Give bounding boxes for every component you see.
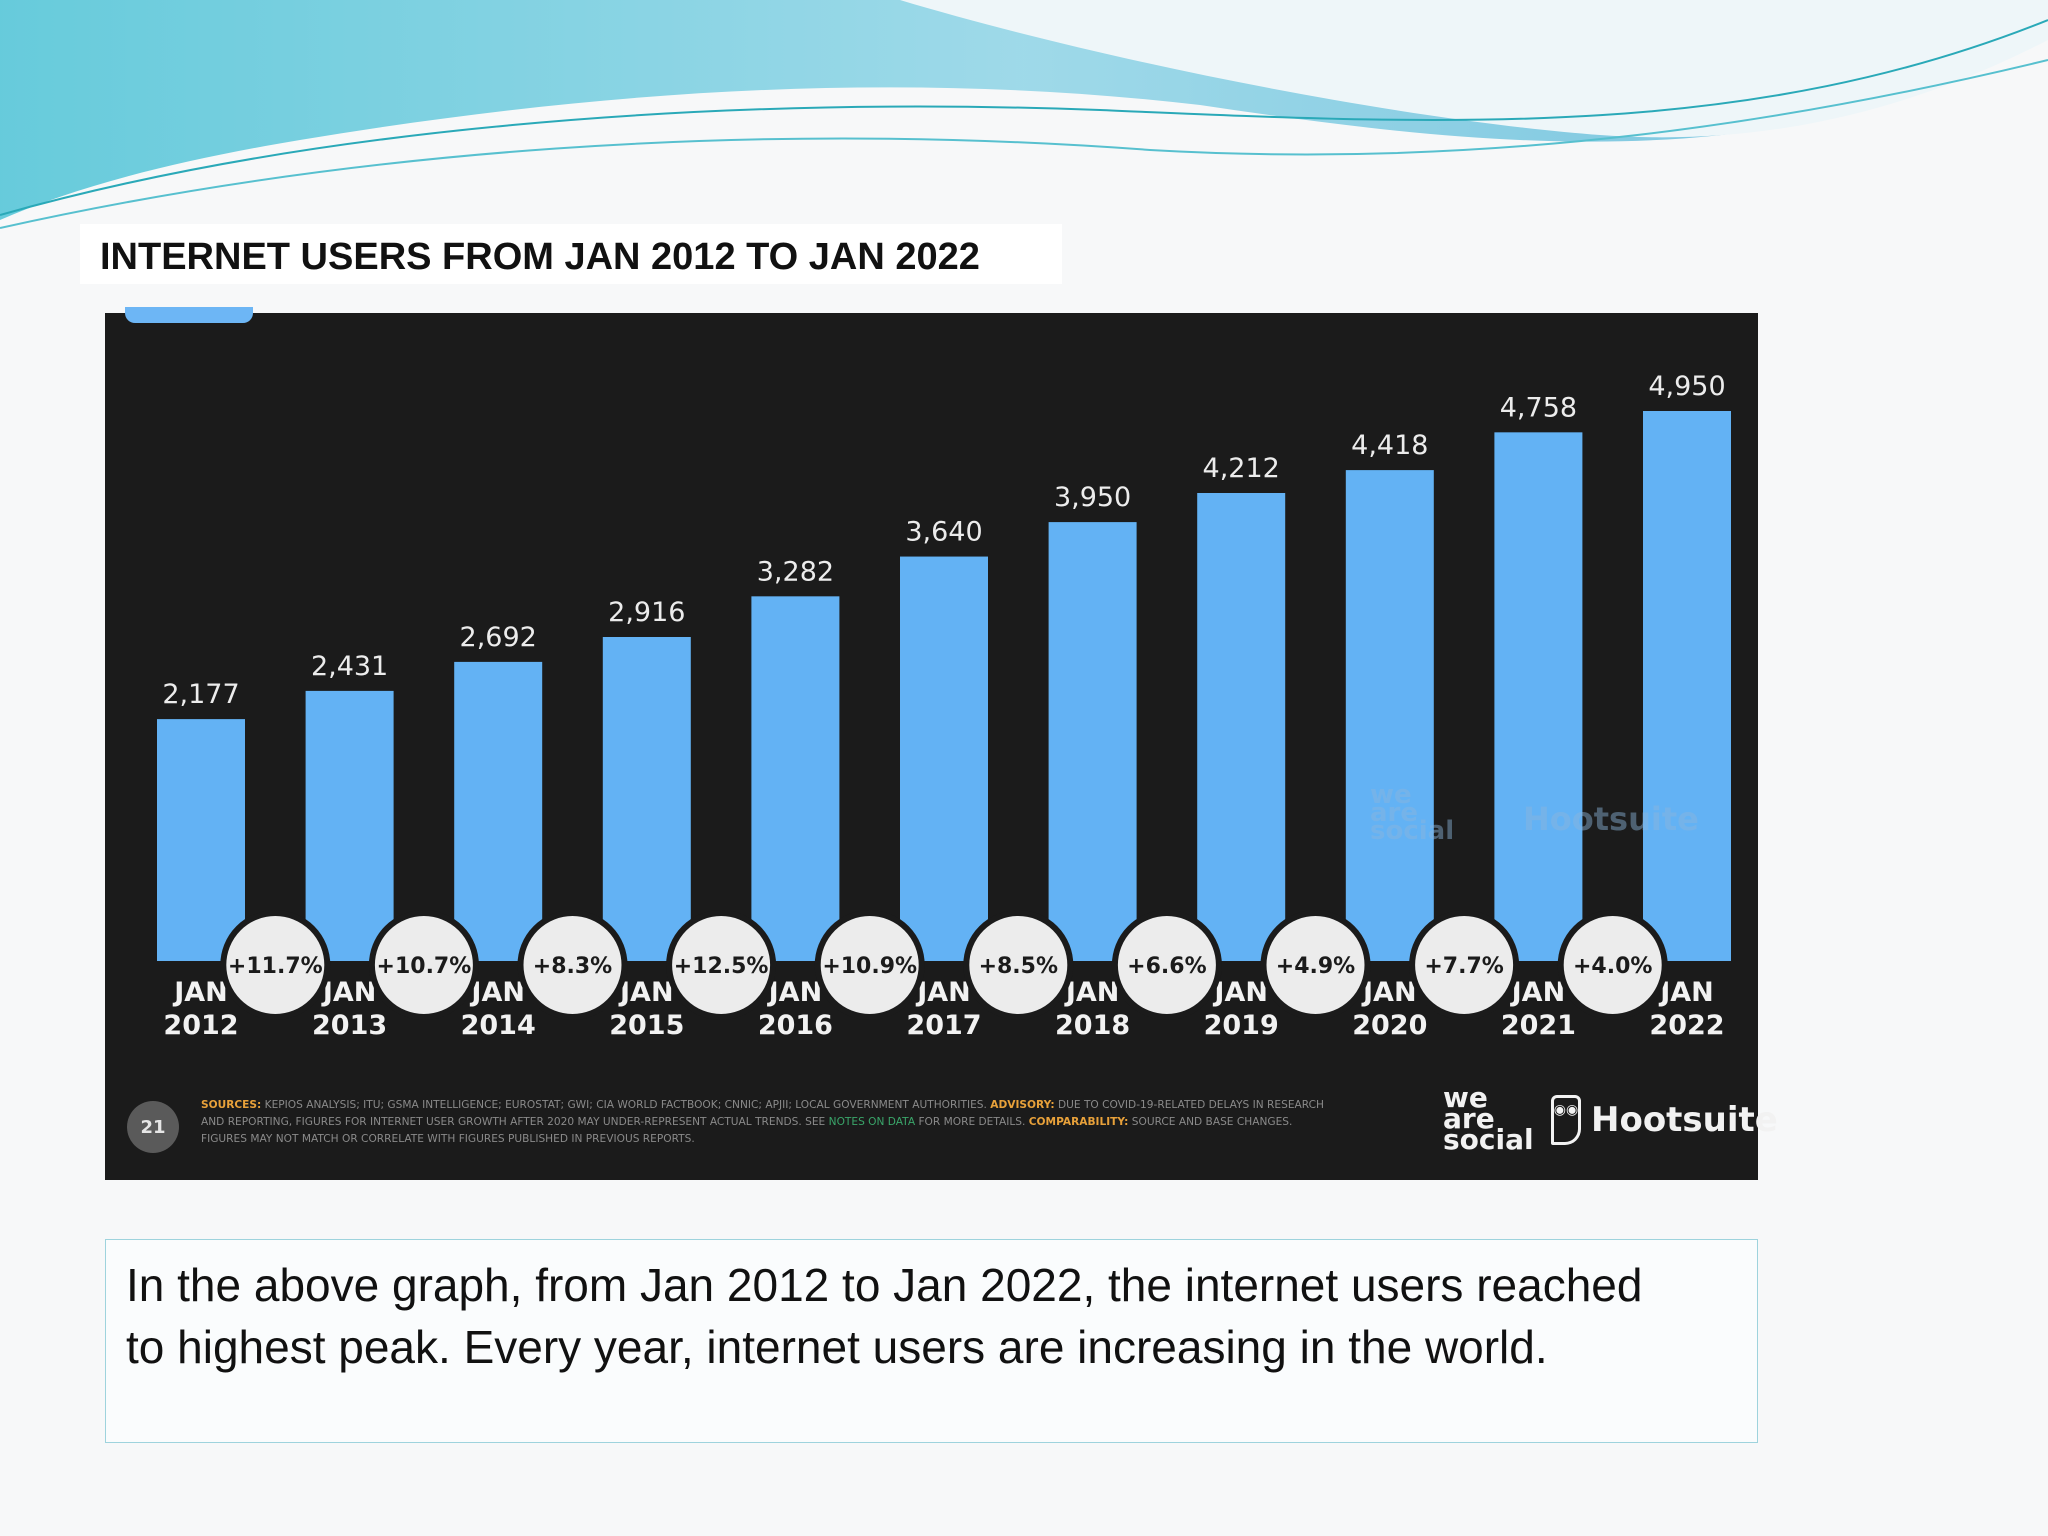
- bar-value-label: 2,692: [460, 622, 537, 653]
- slide-title-box: INTERNET USERS FROM JAN 2012 TO JAN 2022: [80, 224, 1062, 284]
- growth-badge: [1557, 910, 1668, 1020]
- logo-are: are: [1443, 1102, 1495, 1135]
- x-tick-label: JAN: [1212, 977, 1268, 1008]
- watermark-we-are-social-text: are: [1370, 798, 1418, 828]
- owl-icon: ◉◉: [1551, 1095, 1581, 1145]
- hootsuite-wordmark: Hootsuite: [1591, 1100, 1778, 1140]
- bar-value-label: 4,758: [1500, 392, 1577, 423]
- watermark-hootsuite-text: Hootsuite: [1523, 800, 1699, 838]
- bar-chart: 2,177JAN20122,431JAN20132,692JAN20142,91…: [157, 371, 1731, 1041]
- bar: [157, 719, 245, 961]
- sources-text: KEPIOS ANALYSIS; ITU; GSMA INTELLIGENCE;…: [264, 1099, 987, 1111]
- notes-on-data-link[interactable]: NOTES ON DATA: [828, 1116, 916, 1128]
- bar: [602, 637, 691, 961]
- x-tick-label: JAN: [767, 977, 823, 1008]
- bar-value-label: 4,212: [1203, 453, 1280, 484]
- x-tick-label: 2015: [609, 1010, 684, 1041]
- x-tick-label: JAN: [618, 977, 674, 1008]
- bar: [1494, 432, 1583, 961]
- x-tick-label: 2020: [1352, 1010, 1427, 1041]
- comparability-label: COMPARABILITY:: [1028, 1116, 1129, 1128]
- description-box: In the above graph, from Jan 2012 to Jan…: [105, 1239, 1758, 1443]
- watermark-we-are-social-text: we: [1370, 780, 1412, 810]
- bar-value-label: 4,418: [1351, 430, 1428, 461]
- logo-social: social: [1443, 1123, 1534, 1156]
- chart-tab-decoration: [125, 307, 253, 323]
- growth-badge: [963, 910, 1074, 1020]
- bar-value-label: 2,177: [162, 679, 239, 710]
- comparability-text: SOURCE AND BASE CHANGES. FIGURES MAY NOT…: [201, 1116, 1293, 1145]
- x-tick-label: 2018: [1055, 1010, 1130, 1041]
- x-tick-label: JAN: [1658, 977, 1714, 1008]
- slide-title: INTERNET USERS FROM JAN 2012 TO JAN 2022: [100, 236, 980, 278]
- bar: [1197, 493, 1286, 961]
- bar: [900, 556, 988, 961]
- growth-badge-label: +11.7%: [228, 954, 323, 979]
- x-tick-label: JAN: [469, 977, 525, 1008]
- x-tick-label: 2013: [312, 1010, 387, 1041]
- x-tick-label: 2021: [1501, 1010, 1576, 1041]
- growth-badge-label: +7.7%: [1424, 954, 1503, 979]
- bar: [751, 596, 840, 961]
- growth-badge-label: +6.6%: [1127, 954, 1206, 979]
- growth-badge: [814, 910, 925, 1020]
- bar: [454, 661, 543, 961]
- bar: [305, 690, 394, 961]
- growth-badge: [1409, 910, 1520, 1020]
- x-tick-label: 2022: [1649, 1010, 1724, 1041]
- bar-value-label: 2,916: [608, 597, 685, 628]
- sources-label: SOURCES:: [201, 1099, 262, 1111]
- logo-we: we: [1443, 1081, 1488, 1114]
- bar-value-label: 2,431: [311, 651, 388, 682]
- sources-footnote: SOURCES: KEPIOS ANALYSIS; ITU; GSMA INTE…: [201, 1097, 1341, 1148]
- x-tick-label: JAN: [1510, 977, 1566, 1008]
- advisory-label: ADVISORY:: [990, 1099, 1055, 1111]
- x-tick-label: 2017: [906, 1010, 981, 1041]
- growth-badge-label: +10.9%: [822, 954, 917, 979]
- x-tick-label: JAN: [172, 977, 228, 1008]
- growth-badge-label: +12.5%: [674, 954, 769, 979]
- x-tick-label: 2016: [758, 1010, 833, 1041]
- growth-badge-label: +4.0%: [1573, 954, 1652, 979]
- growth-badge: [220, 910, 331, 1020]
- bar: [1345, 470, 1434, 961]
- notes-tail: FOR MORE DETAILS.: [918, 1116, 1026, 1128]
- description-text: In the above graph, from Jan 2012 to Jan…: [126, 1259, 1643, 1373]
- bar-value-label: 3,640: [905, 517, 982, 548]
- bar-value-label: 3,950: [1054, 482, 1131, 513]
- growth-badge: [666, 910, 777, 1020]
- x-tick-label: JAN: [1064, 977, 1120, 1008]
- chart-panel: 2,177 JAN 2012 2,431 JAN 2013 2,692 JAN 2014 2,91…: [105, 307, 1778, 1180]
- x-tick-label: JAN: [915, 977, 971, 1008]
- growth-badge-label: +10.7%: [377, 954, 472, 979]
- hootsuite-logo: ◉◉ Hootsuite: [1551, 1095, 1778, 1145]
- x-tick-label: 2019: [1204, 1010, 1279, 1041]
- bar: [1048, 522, 1137, 961]
- growth-badge-label: +8.3%: [533, 954, 612, 979]
- bar-value-label: 3,282: [757, 556, 834, 587]
- watermark-we-are-social-text: social: [1370, 816, 1454, 846]
- growth-badge-label: +8.5%: [979, 954, 1058, 979]
- growth-badge-label: +4.9%: [1276, 954, 1355, 979]
- we-are-social-logo: we are social: [1443, 1081, 1534, 1156]
- x-tick-label: 2014: [461, 1010, 536, 1041]
- x-tick-label: JAN: [1361, 977, 1417, 1008]
- bar: [1643, 411, 1731, 961]
- growth-badge: [368, 910, 479, 1020]
- page-number-badge: 21: [127, 1101, 179, 1153]
- growth-badge: [517, 910, 628, 1020]
- x-tick-label: 2012: [163, 1010, 238, 1041]
- header-wave-decoration: [0, 0, 2048, 229]
- growth-badge: [1260, 910, 1371, 1020]
- x-tick-label: JAN: [321, 977, 377, 1008]
- advisory-text: DUE TO COVID-19-RELATED DELAYS IN RESEAR…: [201, 1099, 1324, 1128]
- bar-value-label: 4,950: [1648, 371, 1725, 402]
- growth-badge: [1111, 910, 1222, 1020]
